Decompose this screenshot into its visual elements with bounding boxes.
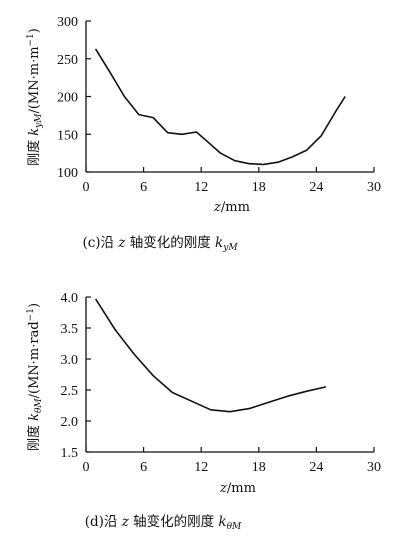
chart-d-x-tick-label: 6 [140,460,147,475]
chart-d-x-tick-label: 30 [367,460,381,475]
chart-c-x-tick-label: 6 [140,180,147,195]
chart-d: 0 6 12 18 24 30 1.5 2.0 2.5 3.0 3.5 4.0 z/mm 刚度 kθ… [26,291,381,532]
chart-d-x-ticks: 0 6 12 18 24 30 [83,447,381,475]
chart-c-y-tick-label: 200 [57,91,78,106]
chart-c-axes [85,21,374,173]
chart-c-y-ticks: 100 150 200 250 300 [57,15,91,181]
chart-d-x-axis-label: z/mm [219,481,256,496]
chart-d-y-ticks: 1.5 2.0 2.5 3.0 3.5 4.0 [61,291,91,461]
chart-d-y-tick-label: 2.0 [61,415,79,430]
chart-d-y-tick-label: 3.0 [61,353,79,368]
chart-d-x-tick-label: 18 [252,460,266,475]
chart-c-y-tick-label: 100 [57,166,78,181]
chart-c-y-tick-label: 300 [57,15,78,30]
chart-c-x-tick-label: 0 [83,180,90,195]
chart-c-y-tick-label: 150 [57,128,78,143]
chart-d-caption: (d)沿 z 轴变化的刚度 kθM [85,514,242,532]
chart-d-series-line [94,298,327,413]
chart-d-y-axis-label: 刚度 kθM/(MN·m·rad−1) [26,303,44,451]
chart-c-y-tick-label: 250 [57,53,78,68]
chart-d-y-tick-label: 1.5 [61,446,79,461]
chart-d-x-tick-label: 0 [83,460,90,475]
chart-d-x-tick-label: 12 [194,460,208,475]
chart-d-x-tick-label: 24 [309,460,323,475]
chart-d-y-tick-label: 4.0 [61,291,79,306]
chart-d-y-tick-label: 2.5 [61,384,79,399]
chart-c-x-tick-label: 30 [367,180,381,195]
chart-c-x-ticks: 0 6 12 18 24 30 [83,167,381,195]
chart-c-x-tick-label: 12 [194,180,208,195]
chart-c-x-tick-label: 18 [252,180,266,195]
chart-c-x-axis-label: z/mm [213,200,250,215]
chart-d-axes [85,297,374,453]
chart-c-x-tick-label: 24 [309,180,323,195]
chart-c-caption: (c)沿 z 轴变化的刚度 kyM [82,235,238,253]
chart-d-y-tick-label: 3.5 [61,322,79,337]
chart-c-series-line [94,48,346,166]
chart-c: 0 6 12 18 24 30 100 150 200 250 300 z/mm 刚度 kyM/(… [26,15,381,253]
chart-c-y-axis-label: 刚度 kyM/(MN·m·m−1) [26,28,44,166]
